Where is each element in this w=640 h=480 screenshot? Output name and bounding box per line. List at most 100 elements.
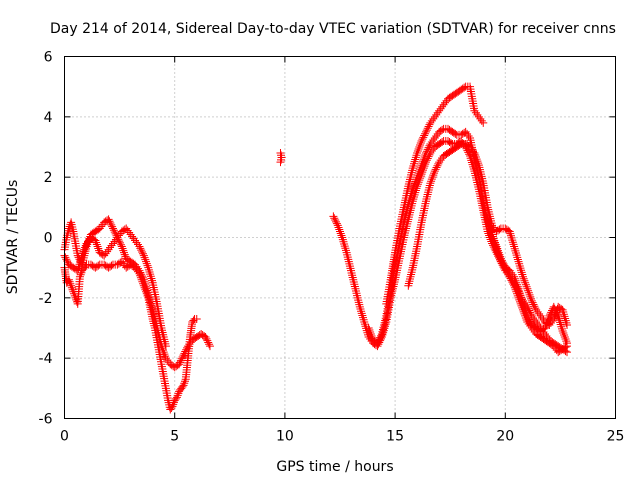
data-point bbox=[559, 329, 568, 338]
y-tick-label: -2 bbox=[39, 291, 53, 307]
data-point bbox=[554, 311, 563, 320]
data-point bbox=[204, 338, 213, 347]
data-point bbox=[413, 171, 422, 180]
data-point bbox=[404, 200, 413, 209]
data-point bbox=[559, 308, 568, 317]
data-point bbox=[522, 282, 531, 291]
data-point bbox=[74, 264, 83, 273]
data-point bbox=[104, 215, 113, 224]
data-point bbox=[404, 281, 413, 290]
data-point bbox=[441, 98, 450, 107]
data-point bbox=[455, 140, 464, 149]
data-point bbox=[276, 149, 285, 158]
data-point bbox=[421, 149, 430, 158]
data-point bbox=[81, 243, 90, 252]
data-point bbox=[333, 221, 342, 230]
data-point bbox=[62, 255, 71, 264]
data-point bbox=[74, 262, 83, 271]
data-point bbox=[477, 116, 486, 125]
data-point bbox=[414, 145, 423, 154]
data-point bbox=[142, 257, 151, 266]
data-point bbox=[415, 167, 424, 176]
data-point bbox=[103, 247, 112, 256]
data-point bbox=[365, 326, 374, 335]
data-point bbox=[120, 248, 129, 257]
data-point bbox=[68, 285, 77, 294]
data-point bbox=[349, 275, 358, 284]
data-point bbox=[542, 319, 551, 328]
data-point bbox=[146, 270, 155, 279]
data-point bbox=[405, 277, 414, 286]
data-point bbox=[174, 389, 183, 398]
data-point bbox=[352, 289, 361, 298]
data-point bbox=[421, 127, 430, 136]
data-point bbox=[358, 313, 367, 322]
data-point bbox=[338, 235, 347, 244]
data-point bbox=[61, 253, 70, 262]
data-point bbox=[415, 143, 424, 151]
data-point bbox=[558, 305, 567, 314]
data-point bbox=[179, 381, 188, 390]
data-point bbox=[421, 151, 430, 160]
data-point bbox=[506, 231, 515, 240]
grid-lines bbox=[64, 56, 616, 419]
data-point bbox=[93, 242, 102, 251]
data-point bbox=[175, 360, 184, 369]
data-point bbox=[132, 238, 141, 247]
data-point bbox=[510, 242, 519, 251]
data-point bbox=[407, 268, 416, 277]
data-point bbox=[416, 163, 425, 172]
data-point bbox=[510, 244, 519, 253]
data-point bbox=[106, 219, 115, 228]
series-track-4 bbox=[276, 149, 286, 167]
data-point bbox=[374, 337, 383, 346]
data-point bbox=[545, 311, 554, 320]
data-point bbox=[340, 239, 349, 248]
data-point bbox=[439, 100, 448, 109]
data-point bbox=[107, 241, 116, 250]
data-point bbox=[95, 224, 104, 233]
x-axis-label: GPS time / hours bbox=[276, 459, 393, 475]
data-point bbox=[161, 342, 170, 351]
data-point bbox=[521, 280, 530, 289]
data-point bbox=[367, 332, 376, 341]
data-point bbox=[67, 283, 76, 292]
data-point bbox=[143, 288, 152, 297]
data-point bbox=[516, 264, 525, 273]
data-point bbox=[451, 129, 460, 138]
data-point bbox=[160, 350, 169, 359]
data-point bbox=[168, 402, 177, 411]
data-point bbox=[176, 356, 185, 365]
data-point bbox=[496, 257, 505, 266]
data-point bbox=[340, 242, 349, 251]
data-point bbox=[360, 320, 369, 329]
data-point bbox=[423, 124, 432, 133]
series-track-7 bbox=[382, 82, 488, 308]
data-point bbox=[526, 292, 535, 301]
data-point bbox=[467, 145, 476, 154]
data-point bbox=[144, 265, 153, 274]
data-point bbox=[525, 315, 534, 324]
data-point bbox=[167, 403, 176, 412]
data-point bbox=[81, 241, 90, 250]
data-point bbox=[515, 259, 524, 268]
data-point bbox=[78, 251, 87, 260]
data-point bbox=[158, 344, 167, 353]
data-point bbox=[113, 233, 122, 242]
data-point bbox=[464, 131, 473, 140]
data-point bbox=[427, 175, 436, 184]
data-point bbox=[550, 304, 559, 313]
data-point bbox=[557, 322, 566, 331]
data-point bbox=[546, 310, 555, 319]
data-point bbox=[430, 112, 439, 121]
data-point bbox=[67, 281, 76, 290]
data-point bbox=[424, 185, 433, 194]
data-point bbox=[487, 228, 496, 237]
data-point bbox=[527, 296, 536, 305]
data-point bbox=[79, 247, 88, 256]
data-point bbox=[556, 318, 565, 327]
data-point bbox=[355, 300, 364, 309]
data-point bbox=[519, 274, 528, 283]
data-point bbox=[78, 249, 87, 258]
data-point bbox=[175, 358, 184, 367]
